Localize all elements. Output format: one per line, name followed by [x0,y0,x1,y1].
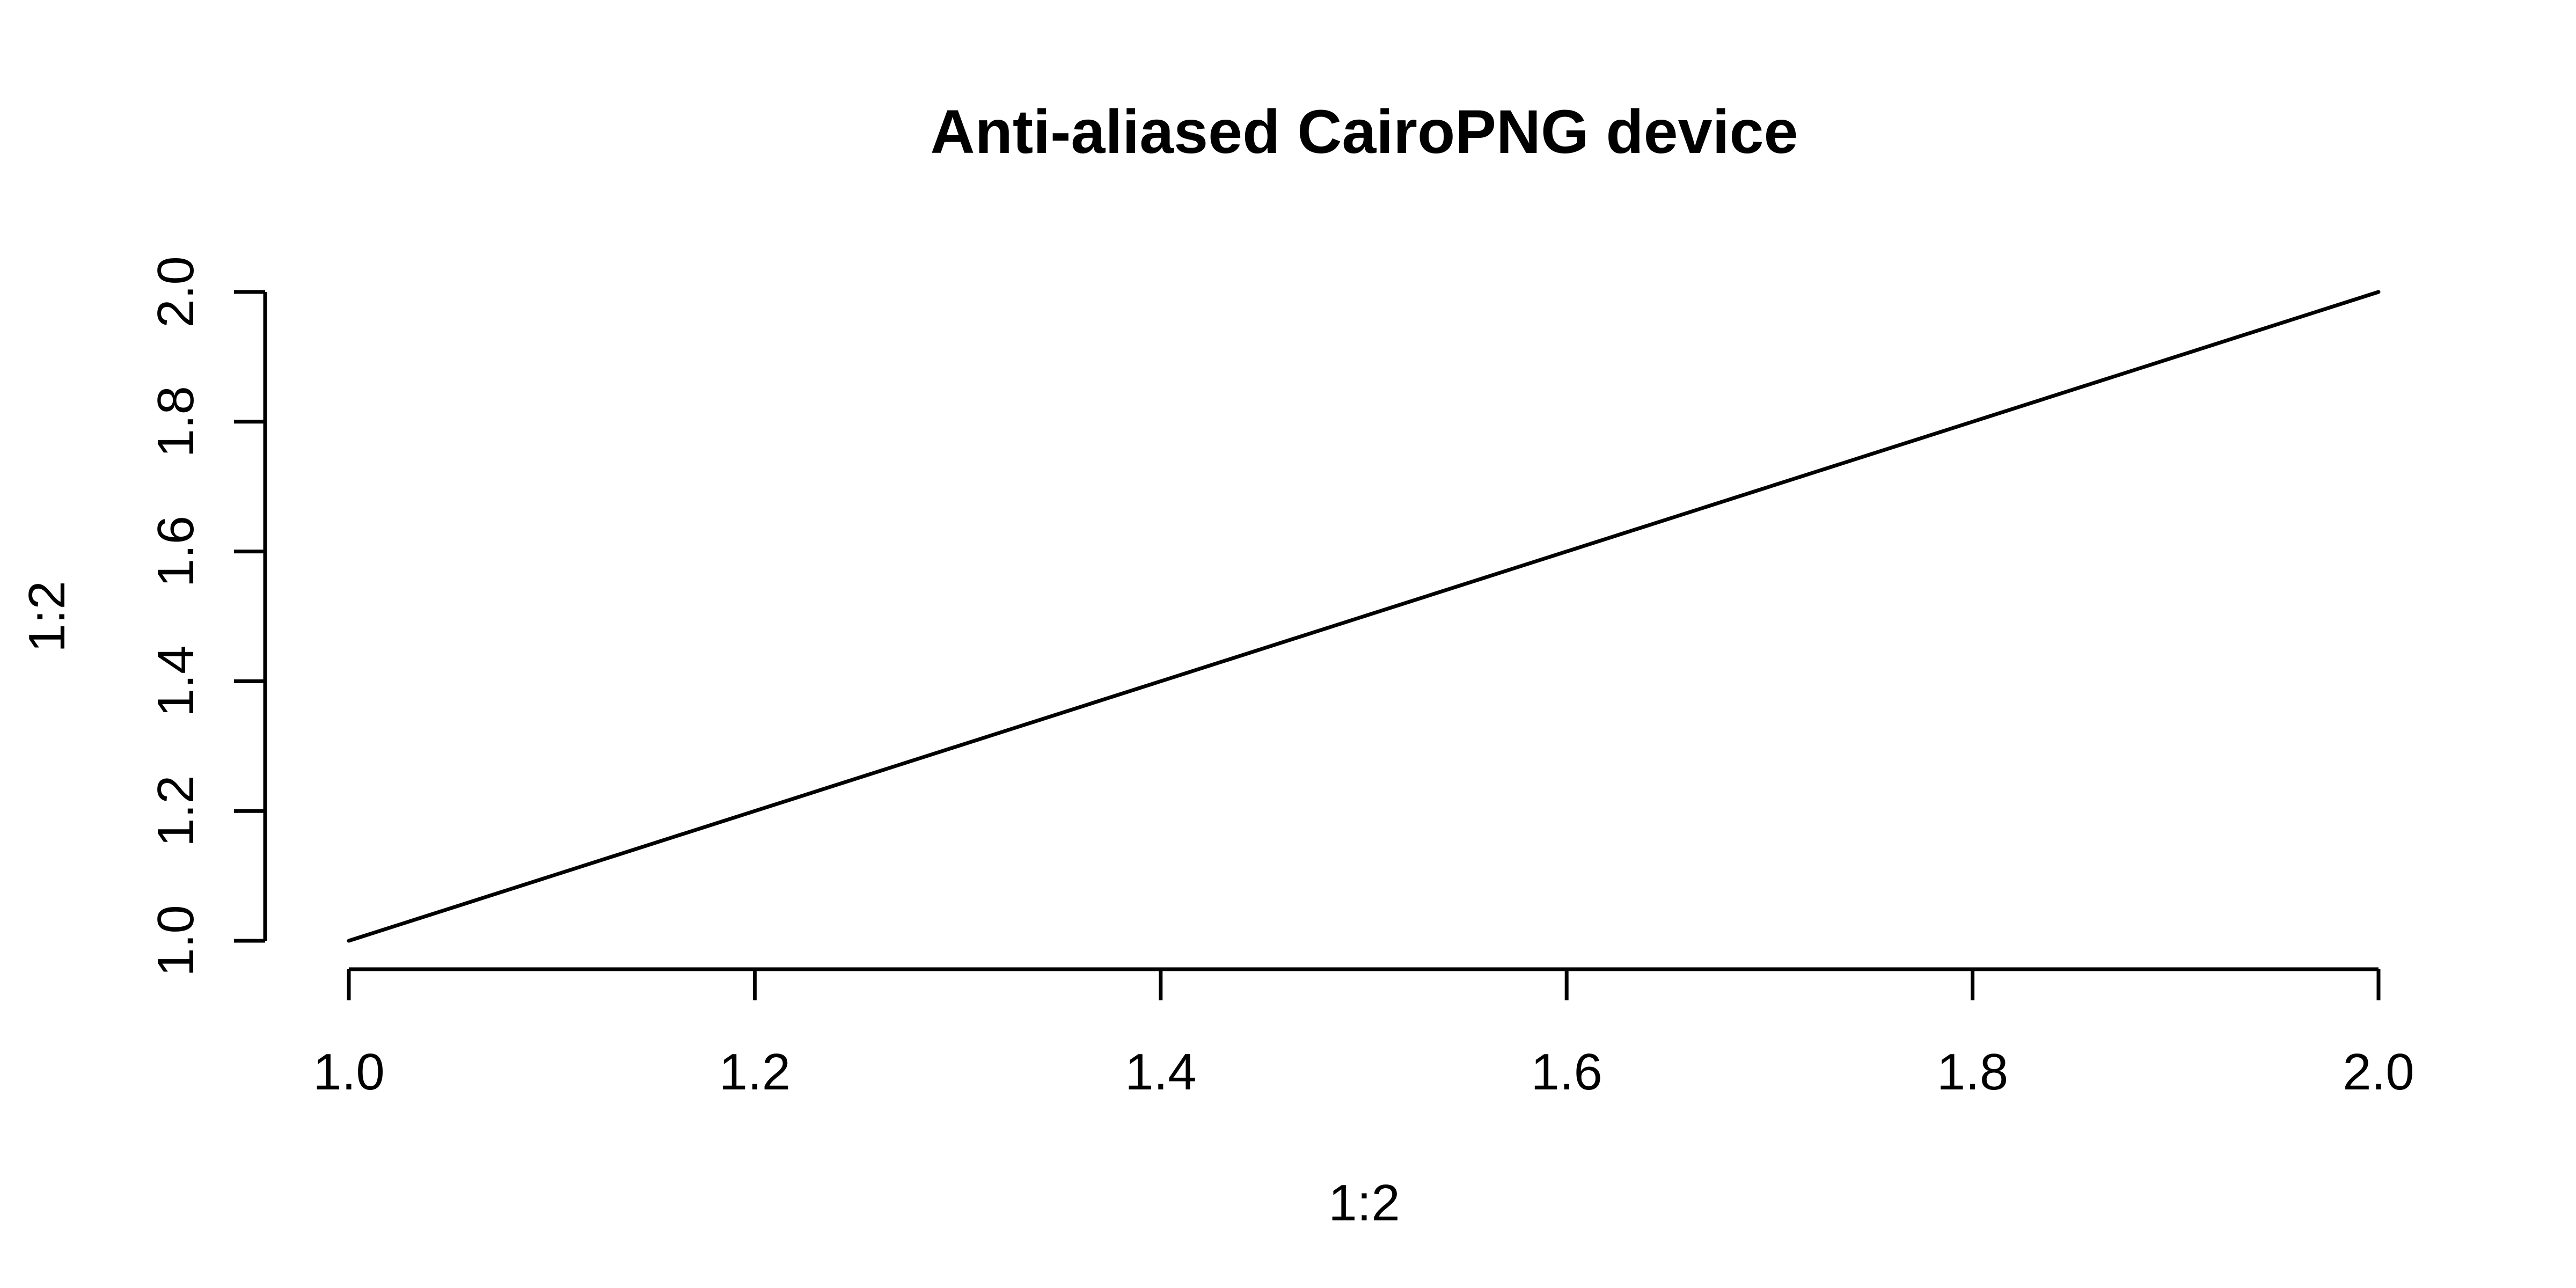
x-axis-ticks: 1.0 1.2 1.4 1.6 1.8 2.0 [313,969,2414,1101]
x-tick-label-3: 1.6 [1531,1043,1602,1101]
y-axis-ticks: 1.0 1.2 1.4 1.6 1.8 2.0 [147,256,265,977]
x-axis-label: 1:2 [1328,1174,1400,1232]
x-tick-label-5: 2.0 [2343,1043,2414,1101]
series-line-0 [347,290,2381,943]
chart-title: Anti-aliased CairoPNG device [931,98,1798,166]
y-tick-label-2: 1.4 [147,646,204,717]
y-tick-label-4: 1.8 [147,386,204,457]
x-tick-label-2: 1.4 [1125,1043,1196,1101]
x-tick-label-1: 1.2 [719,1043,791,1101]
y-tick-label-0: 1.0 [147,905,204,976]
y-axis-label: 1:2 [18,581,76,652]
y-tick-label-1: 1.2 [147,775,204,846]
data-series-layer [347,290,2381,943]
x-tick-label-4: 1.8 [1937,1043,2008,1101]
x-tick-label-0: 1.0 [313,1043,384,1101]
y-tick-label-3: 1.6 [147,516,204,587]
y-tick-label-5: 2.0 [147,256,204,327]
